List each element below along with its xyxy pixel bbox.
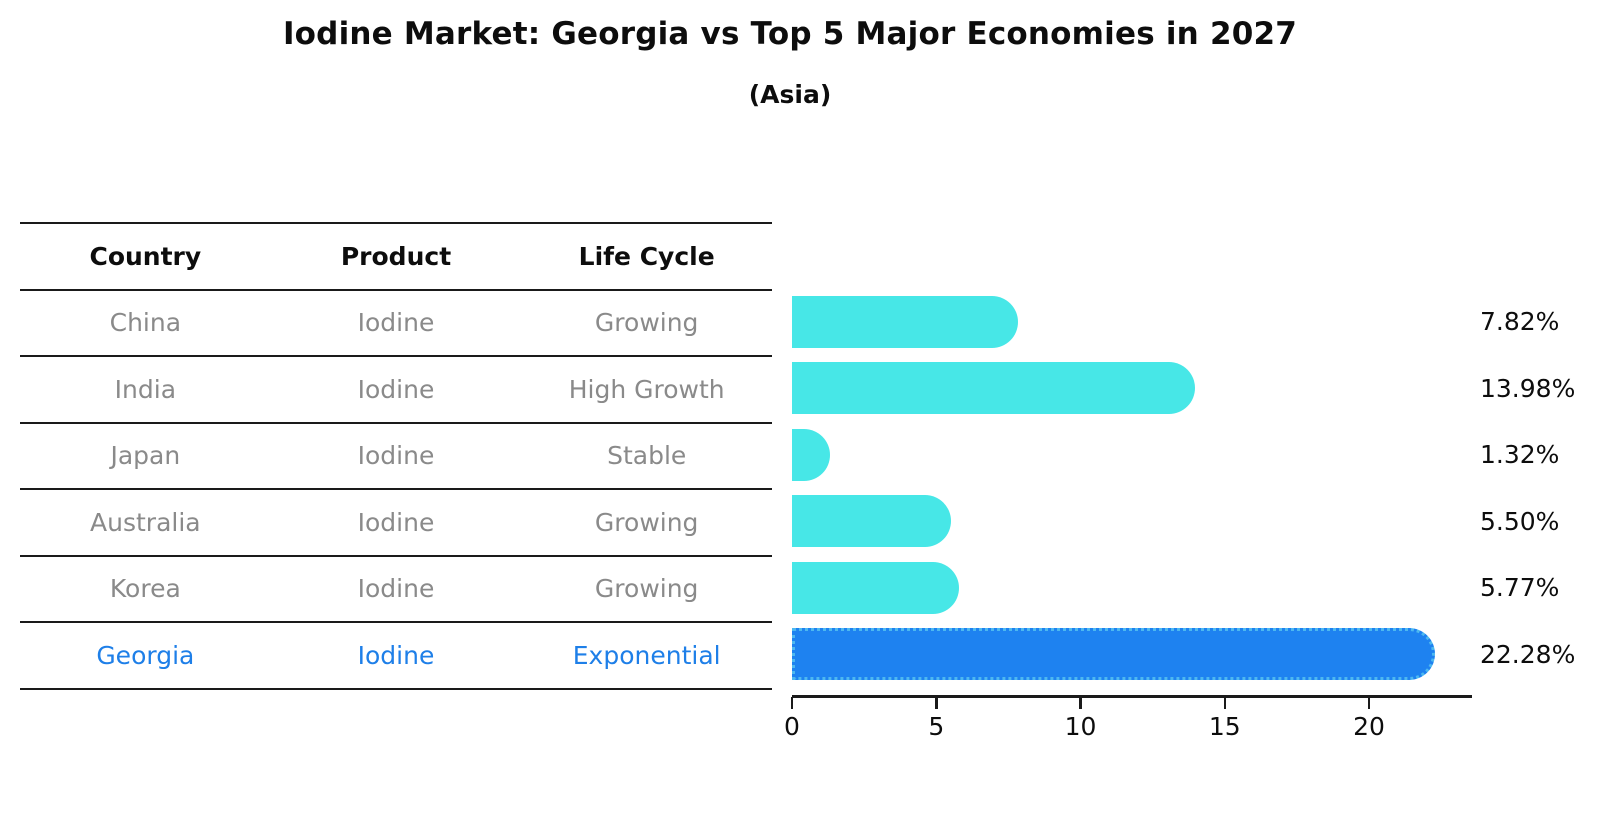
table-row-australia: Australia Iodine Growing — [20, 490, 772, 557]
x-axis-tick-label-20: 20 — [1353, 712, 1385, 741]
bar-chart: 7.82% 13.98% 1.32% 5.50% 5.77% 22.28% 0 … — [784, 222, 1604, 782]
cell-life-cycle: Exponential — [572, 640, 721, 670]
cell-country: Australia — [90, 507, 201, 537]
cell-product: Iodine — [357, 308, 435, 338]
x-axis-tick-20 — [1367, 697, 1371, 709]
cell-product: Iodine — [357, 507, 435, 537]
cell-life-cycle: Stable — [607, 441, 687, 471]
value-label-india: 13.98% — [1480, 373, 1576, 403]
table-row-korea: Korea Iodine Growing — [20, 557, 772, 623]
cell-life-cycle: Growing — [594, 574, 699, 604]
x-axis-tick-5 — [935, 697, 938, 709]
bar-korea — [792, 561, 959, 614]
x-axis-tick-0 — [790, 697, 794, 709]
x-axis-tick-label-5: 5 — [928, 712, 945, 741]
table-header-row: Country Product Life Cycle — [20, 224, 772, 291]
column-header-product: Product — [340, 241, 452, 271]
value-label-japan: 1.32% — [1480, 440, 1560, 470]
table-row-japan: Japan Iodine Stable — [20, 424, 772, 490]
bar-row-japan: 1.32% — [792, 422, 1604, 489]
cell-life-cycle: Growing — [594, 308, 699, 338]
cell-life-cycle: Growing — [594, 507, 699, 537]
bar-australia — [792, 495, 951, 547]
country-table: Country Product Life Cycle China Iodine … — [20, 222, 772, 690]
column-header-life-cycle: Life Cycle — [578, 241, 715, 271]
x-axis-tick-15 — [1223, 697, 1226, 709]
cell-country: Korea — [109, 574, 181, 604]
bar-georgia-highlighted — [792, 628, 1435, 680]
cell-country: Japan — [110, 441, 181, 471]
cell-country: Georgia — [96, 640, 195, 670]
value-label-georgia: 22.28% — [1480, 639, 1576, 669]
cell-country: India — [114, 374, 177, 404]
x-axis-tick-label-15: 15 — [1208, 712, 1241, 741]
x-axis-tick-label-10: 10 — [1064, 712, 1097, 741]
table-row-georgia: Georgia Iodine Exponential — [20, 623, 772, 690]
chart-title: Iodine Market: Georgia vs Top 5 Major Ec… — [282, 16, 1298, 52]
value-label-australia: 5.50% — [1480, 506, 1560, 536]
cell-life-cycle: High Growth — [568, 374, 725, 404]
bar-row-australia: 5.50% — [792, 488, 1604, 555]
table-row-india: India Iodine High Growth — [20, 357, 772, 424]
bar-row-korea: 5.77% — [792, 555, 1604, 622]
cell-product: Iodine — [357, 441, 435, 471]
bar-row-china: 7.82% — [792, 289, 1604, 356]
cell-country: China — [109, 308, 182, 338]
x-axis-line — [792, 695, 1472, 698]
value-label-china: 7.82% — [1480, 307, 1560, 337]
cell-product: Iodine — [357, 374, 435, 404]
x-axis-tick-10 — [1079, 697, 1082, 709]
x-axis-tick-label-0: 0 — [784, 712, 800, 741]
bar-row-india: 13.98% — [792, 355, 1604, 422]
bar-china — [792, 295, 1018, 348]
cell-product: Iodine — [357, 640, 435, 670]
bar-japan — [792, 428, 831, 481]
chart-subtitle: (Asia) — [748, 80, 832, 109]
value-label-korea: 5.77% — [1480, 573, 1560, 603]
bar-india — [792, 362, 1196, 414]
bar-row-georgia: 22.28% — [792, 621, 1604, 688]
table-row-china: China Iodine Growing — [20, 291, 772, 357]
cell-product: Iodine — [357, 574, 435, 604]
column-header-country: Country — [89, 241, 202, 271]
